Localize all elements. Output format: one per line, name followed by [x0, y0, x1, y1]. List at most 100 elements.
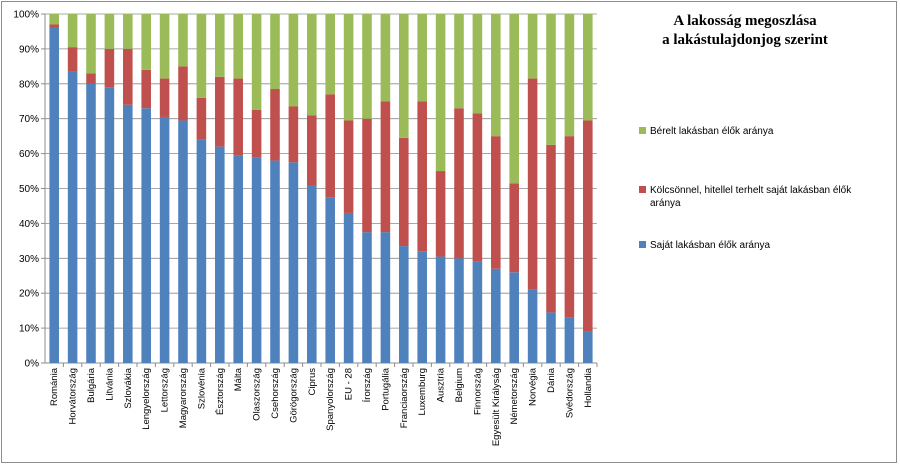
bar-series-3-2: [67, 14, 78, 48]
bar-series-3-19: [380, 14, 391, 102]
bar-series-2-15: [307, 115, 317, 186]
category-label: Luxemburg: [417, 368, 428, 416]
bar-series-3-27: [527, 14, 538, 79]
bar-series-3-5: [123, 14, 133, 49]
legend-swatch: [639, 186, 646, 193]
bar-series-3-30: [583, 14, 593, 121]
category-label: Lengyelország: [141, 368, 152, 430]
bar-series-1-8: [178, 120, 188, 363]
bar-series-1-14: [288, 162, 299, 363]
bar-series-2-8: [178, 66, 188, 121]
category-label: Málta: [233, 367, 244, 391]
bar-series-3-11: [233, 14, 243, 79]
bar-series-3-7: [159, 14, 170, 79]
bar-series-2-1: [49, 24, 59, 28]
bar-series-1-16: [325, 197, 335, 363]
category-label: Svédország: [564, 368, 575, 418]
bar-series-2-14: [288, 106, 299, 163]
bar-series-1-2: [67, 71, 78, 364]
bar-series-1-25: [491, 268, 501, 363]
bar-series-1-5: [123, 104, 133, 364]
bar-series-2-25: [491, 136, 501, 269]
bar-series-3-8: [178, 14, 188, 67]
y-tick-label: 30%: [19, 254, 39, 265]
y-tick-label: 100%: [13, 10, 39, 21]
category-label: Norvégia: [528, 367, 539, 406]
category-label: Horvátország: [68, 368, 79, 425]
legend-swatch: [639, 241, 646, 248]
bar-series-3-12: [251, 14, 262, 110]
bar-series-2-11: [233, 78, 243, 156]
bar-series-3-26: [509, 14, 519, 184]
bar-series-3-20: [399, 14, 409, 138]
chart-title-line-2: a lakástulajdonjog szerint: [662, 32, 828, 48]
bar-series-2-6: [141, 69, 151, 109]
bar-series-3-9: [196, 14, 207, 98]
category-label: Németország: [509, 368, 520, 425]
bar-series-2-4: [104, 48, 115, 88]
bar-series-1-6: [141, 108, 151, 363]
bar-series-3-15: [307, 14, 317, 116]
category-label: Írország: [362, 368, 373, 402]
bar-series-3-22: [435, 14, 446, 172]
category-label: Ausztria: [436, 367, 447, 402]
category-label: Portugália: [380, 367, 391, 410]
y-tick-label: 70%: [19, 114, 39, 125]
bar-series-1-3: [86, 83, 96, 364]
category-label: Ciprus: [307, 368, 318, 396]
y-tick-label: 0%: [25, 359, 40, 370]
bar-series-3-1: [49, 14, 59, 25]
category-label: EU - 28: [344, 368, 355, 400]
legend-label: Saját lakásban élők aránya: [650, 240, 771, 251]
bar-series-1-27: [527, 289, 538, 363]
bar-series-1-21: [417, 251, 427, 363]
bar-series-1-13: [270, 160, 280, 363]
bar-series-2-10: [215, 76, 225, 147]
bar-series-2-30: [583, 120, 593, 332]
bar-series-1-29: [564, 317, 575, 363]
bar-series-1-4: [104, 87, 115, 363]
bar-series-2-26: [509, 183, 519, 273]
y-tick-label: 90%: [19, 44, 39, 55]
bar-series-2-23: [454, 108, 464, 259]
bar-series-1-26: [509, 272, 519, 363]
y-tick-label: 10%: [19, 324, 39, 335]
bar-series-2-19: [380, 101, 391, 233]
category-label: Hollandia: [583, 367, 594, 407]
bar-series-2-5: [123, 48, 133, 105]
bar-series-2-12: [251, 109, 262, 158]
category-label: Spanyolország: [325, 368, 336, 431]
category-label: Észtország: [215, 368, 226, 415]
bar-series-3-14: [288, 14, 299, 107]
category-label: Szlovákia: [123, 367, 134, 408]
bar-series-2-27: [527, 78, 538, 290]
bar-series-2-16: [325, 94, 335, 198]
bar-series-3-6: [141, 14, 151, 70]
category-label: Litvánia: [104, 367, 115, 400]
bar-series-2-24: [472, 113, 483, 262]
bar-series-1-9: [196, 139, 207, 363]
bar-series-3-16: [325, 14, 335, 95]
bar-series-3-13: [270, 14, 280, 90]
bar-series-3-28: [546, 14, 556, 145]
category-label: Csehország: [270, 368, 281, 419]
bar-series-3-4: [104, 14, 115, 49]
bar-series-3-18: [362, 14, 372, 119]
bar-series-3-21: [417, 14, 427, 102]
bar-series-1-24: [472, 261, 483, 363]
bar-series-1-30: [583, 331, 593, 363]
bar-series-1-1: [49, 27, 59, 364]
bar-series-1-10: [215, 146, 225, 363]
bar-series-2-28: [546, 144, 556, 313]
category-label: Egyesült Királyság: [491, 368, 502, 446]
legend-label: Kölcsönnel, hitellel terhelt saját lakás…: [650, 185, 852, 209]
chart-title: A lakosság megoszlása a lakástulajdonjog…: [600, 12, 890, 50]
category-label: Bulgária: [86, 367, 97, 403]
bar-series-1-11: [233, 155, 243, 363]
bar-series-2-18: [362, 118, 372, 233]
category-label: Olaszország: [252, 368, 263, 421]
bar-series-1-15: [307, 185, 317, 363]
y-tick-label: 40%: [19, 219, 39, 230]
bar-series-3-3: [86, 14, 96, 74]
